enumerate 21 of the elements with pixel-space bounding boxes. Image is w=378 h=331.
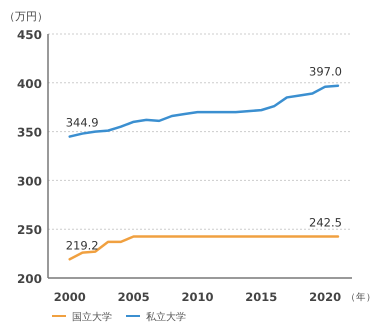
x-tick-label: 2020 — [309, 290, 342, 304]
data-label: 242.5 — [309, 216, 342, 230]
data-label: 219.2 — [66, 238, 99, 252]
y-tick-label: 450 — [16, 28, 42, 42]
x-tick-label: 2015 — [245, 290, 278, 304]
y-tick-label: 250 — [16, 223, 42, 238]
x-tick-label: 2005 — [118, 290, 150, 304]
legend-label: 私立大学 — [146, 311, 186, 323]
line-series — [68, 235, 340, 261]
y-axis-title: （万円） — [4, 10, 48, 23]
y-tick-label: 300 — [16, 174, 42, 188]
legend-label: 国立大学 — [72, 311, 112, 323]
data-label: 397.0 — [309, 64, 342, 79]
x-tick-label: 2010 — [181, 290, 214, 304]
x-tick-label: 2000 — [54, 290, 86, 304]
y-tick-label: 200 — [16, 272, 42, 286]
data-label: 344.9 — [66, 116, 99, 130]
line-series — [68, 84, 340, 138]
y-tick-label: 350 — [16, 126, 42, 140]
y-tick-label: 400 — [16, 76, 42, 91]
x-axis-title: （年） — [346, 291, 376, 303]
